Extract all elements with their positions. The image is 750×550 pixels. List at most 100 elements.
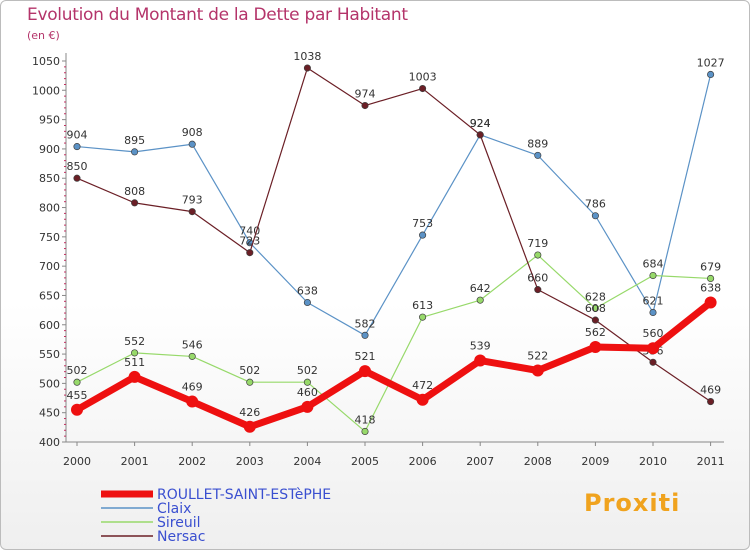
point-claix [649, 308, 657, 317]
point-roullet-saint-est-phe [128, 370, 141, 383]
y-tick-label: 750 [39, 231, 60, 244]
chart-unit-label: (en €) [27, 29, 60, 42]
point-claix [73, 143, 81, 151]
y-tick-label: 1000 [32, 84, 60, 97]
data-label-claix: 786 [585, 198, 606, 211]
x-tick-label: 2002 [178, 455, 206, 468]
legend-label-sireuil: Sireuil [157, 515, 201, 531]
y-tick-label: 850 [39, 172, 60, 185]
data-label-roullet-saint-est-phe: 472 [412, 379, 433, 392]
data-label-claix: 621 [643, 294, 664, 307]
x-tick-label: 2007 [466, 455, 494, 468]
data-label-roullet-saint-est-phe: 522 [527, 349, 548, 362]
point-nersac [591, 316, 599, 324]
data-label-sireuil: 719 [527, 237, 548, 250]
x-tick-label: 2010 [639, 455, 667, 468]
data-label-claix: 638 [297, 284, 318, 297]
y-tick-label: 950 [39, 114, 60, 127]
data-label-roullet-saint-est-phe: 469 [182, 381, 203, 394]
point-claix [419, 231, 427, 239]
point-sireuil [303, 378, 311, 386]
y-tick-label: 800 [39, 202, 60, 215]
x-tick-label: 2005 [351, 455, 379, 468]
point-sireuil [419, 313, 427, 321]
point-nersac [476, 131, 484, 139]
x-tick-label: 2008 [524, 455, 552, 468]
y-tick-label: 450 [39, 407, 60, 420]
point-claix [361, 331, 369, 339]
point-roullet-saint-est-phe [359, 365, 371, 378]
point-sireuil [649, 271, 657, 280]
data-label-claix: 924 [470, 117, 491, 130]
data-label-sireuil: 502 [297, 364, 318, 377]
data-label-sireuil: 628 [585, 290, 606, 303]
data-label-nersac: 924 [470, 117, 491, 130]
x-tick-label: 2009 [581, 455, 609, 468]
point-nersac [361, 101, 369, 110]
point-roullet-saint-est-phe [704, 296, 717, 309]
data-label-roullet-saint-est-phe: 560 [643, 327, 664, 340]
point-roullet-saint-est-phe [474, 354, 487, 367]
y-tick-label: 550 [39, 348, 60, 361]
data-label-sireuil: 502 [67, 364, 88, 377]
data-label-roullet-saint-est-phe: 539 [470, 340, 491, 353]
legend-label-nersac: Nersac [157, 529, 205, 545]
data-label-claix: 889 [527, 137, 548, 150]
data-label-nersac: 1038 [293, 50, 321, 63]
data-label-claix: 1027 [697, 56, 725, 69]
point-roullet-saint-est-phe [416, 393, 429, 406]
y-tick-label: 1050 [32, 55, 60, 68]
data-label-sireuil: 546 [182, 338, 203, 351]
series-line-sireuil [76, 254, 712, 433]
data-label-sireuil: 684 [643, 258, 664, 271]
data-label-sireuil: 642 [470, 282, 491, 295]
data-label-nersac: 974 [355, 88, 376, 101]
data-label-sireuil: 418 [355, 413, 376, 426]
data-label-sireuil: 679 [700, 260, 721, 273]
data-label-roullet-saint-est-phe: 426 [239, 406, 260, 419]
point-sireuil [361, 427, 369, 435]
data-label-nersac: 850 [67, 160, 88, 173]
brand-logo: Proxiti [584, 489, 681, 517]
point-nersac [303, 64, 311, 72]
y-tick-label: 700 [39, 260, 60, 273]
x-tick-label: 2001 [121, 455, 149, 468]
x-tick-label: 2000 [63, 455, 91, 468]
point-nersac [419, 84, 427, 93]
data-label-claix: 904 [67, 129, 88, 142]
data-label-roullet-saint-est-phe: 460 [297, 386, 318, 399]
data-label-nersac: 1003 [409, 71, 437, 84]
x-tick-label: 2006 [409, 455, 437, 468]
point-sireuil [476, 296, 484, 304]
point-nersac [188, 208, 196, 216]
data-label-sireuil: 552 [124, 335, 145, 348]
data-label-sireuil: 502 [239, 364, 260, 377]
data-label-claix: 753 [412, 217, 433, 230]
point-claix [534, 151, 542, 159]
point-nersac [649, 358, 657, 366]
point-roullet-saint-est-phe [531, 364, 544, 377]
point-sireuil [591, 304, 599, 312]
y-tick-label: 400 [39, 436, 60, 449]
point-sireuil [131, 349, 139, 357]
x-tick-label: 2004 [293, 455, 321, 468]
point-nersac [246, 249, 254, 257]
data-label-nersac: 660 [527, 272, 548, 285]
point-claix [131, 148, 139, 156]
data-label-nersac: 808 [124, 185, 145, 198]
point-nersac [534, 286, 542, 294]
data-label-sireuil: 613 [412, 299, 433, 312]
data-label-claix: 895 [124, 134, 145, 147]
y-tick-label: 500 [39, 377, 60, 390]
chart-title: Evolution du Montant de la Dette par Hab… [27, 5, 408, 25]
point-claix [707, 70, 715, 79]
data-label-roullet-saint-est-phe: 638 [700, 281, 721, 294]
x-tick-label: 2003 [236, 455, 264, 468]
data-label-nersac: 793 [182, 194, 203, 207]
point-nersac [707, 398, 715, 406]
point-sireuil [73, 378, 81, 386]
y-tick-label: 600 [39, 319, 60, 332]
point-sireuil [534, 251, 542, 259]
point-sireuil [188, 352, 196, 360]
